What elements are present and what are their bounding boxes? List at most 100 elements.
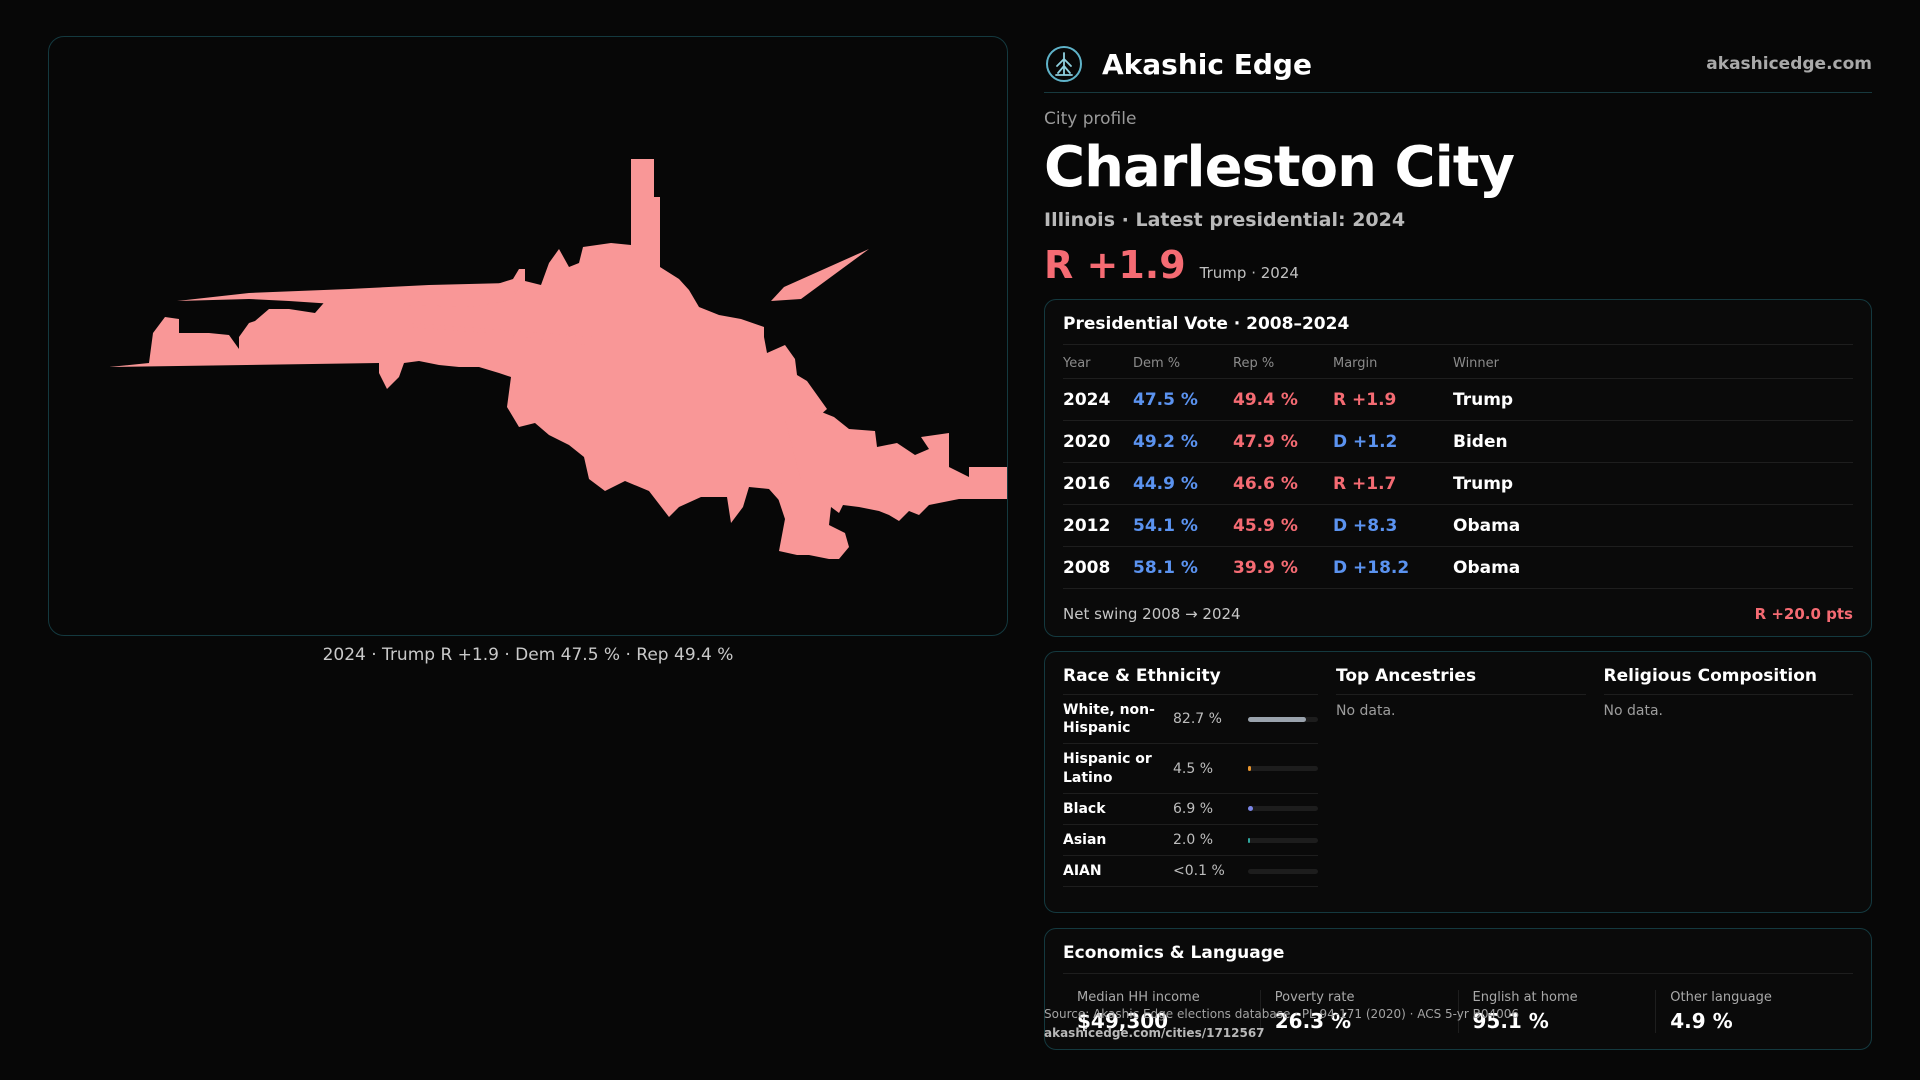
race-ethnicity-section: Race & Ethnicity White, non-Hispanic 82.… <box>1063 666 1318 898</box>
economics-card: Economics & Language Median HH income $4… <box>1044 928 1872 1050</box>
econ-value: 26.3 % <box>1274 1009 1352 1033</box>
list-item: AIAN <0.1 % <box>1063 856 1318 888</box>
row-year: 2020 <box>1063 431 1111 452</box>
row-winner: Trump <box>1453 389 1514 410</box>
econ-value: 4.9 % <box>1670 1009 1733 1033</box>
city-boundary-map <box>109 159 1007 559</box>
brand-name[interactable]: Akashic Edge <box>1102 47 1312 81</box>
row-dem: 49.2 % <box>1133 431 1198 452</box>
row-rep: 47.9 % <box>1233 431 1298 452</box>
row-year: 2016 <box>1063 473 1111 494</box>
vote-table-header: Year Dem % Rep % Margin Winner <box>1063 349 1853 379</box>
col-year: Year <box>1063 356 1091 371</box>
religion-empty: No data. <box>1603 703 1663 719</box>
row-margin: D +8.3 <box>1333 515 1398 536</box>
row-winner: Trump <box>1453 473 1514 494</box>
col-rep: Rep % <box>1233 356 1275 371</box>
source-footer: Source: Akashic Edge elections database … <box>1044 1005 1872 1042</box>
race-bar <box>1248 716 1318 722</box>
net-swing-row: Net swing 2008 → 2024 R +20.0 pts <box>1063 605 1853 623</box>
source-url[interactable]: akashicedge.com/cities/1712567 <box>1044 1025 1265 1040</box>
row-margin: R +1.7 <box>1333 473 1397 494</box>
row-winner: Biden <box>1453 431 1508 452</box>
row-year: 2024 <box>1063 389 1111 410</box>
row-year: 2008 <box>1063 557 1111 578</box>
row-margin: R +1.9 <box>1333 389 1397 410</box>
econ-label: Poverty rate <box>1274 990 1355 1005</box>
race-title: Race & Ethnicity <box>1063 666 1318 695</box>
table-row[interactable]: 2020 49.2 % 47.9 % D +1.2 Biden <box>1063 421 1853 463</box>
row-rep: 45.9 % <box>1233 515 1298 536</box>
vote-table: Year Dem % Rep % Margin Winner 2024 47.5… <box>1063 349 1853 589</box>
race-bar-fill <box>1248 837 1250 843</box>
race-bar-fill <box>1248 766 1252 772</box>
religion-section: Religious Composition No data. <box>1603 666 1853 898</box>
city-map[interactable] <box>48 36 1008 636</box>
city-boundary-shape <box>109 159 1007 559</box>
economics-grid: Median HH income $49,300 Poverty rate 26… <box>1063 990 1853 1033</box>
row-dem: 47.5 % <box>1133 389 1198 410</box>
tree-emblem-icon[interactable] <box>1044 44 1084 84</box>
econ-stat: English at home 95.1 % <box>1457 990 1656 1033</box>
row-rep: 39.9 % <box>1233 557 1298 578</box>
list-item: Hispanic or Latino 4.5 % <box>1063 744 1318 794</box>
col-winner: Winner <box>1453 356 1500 371</box>
race-pct: 6.9 % <box>1173 800 1214 817</box>
race-label: Hispanic or Latino <box>1063 751 1152 786</box>
race-label: AIAN <box>1063 863 1102 880</box>
row-rep: 49.4 % <box>1233 389 1298 410</box>
table-row[interactable]: 2024 47.5 % 49.4 % R +1.9 Trump <box>1063 379 1853 421</box>
demographics-card: Race & Ethnicity White, non-Hispanic 82.… <box>1044 651 1872 913</box>
econ-value: $49,300 <box>1077 1009 1169 1033</box>
net-swing-label: Net swing 2008 → 2024 <box>1063 605 1241 623</box>
ancestries-empty: No data. <box>1336 703 1396 719</box>
race-pct: <0.1 % <box>1173 863 1225 880</box>
list-item: White, non-Hispanic 82.7 % <box>1063 695 1318 745</box>
race-bar <box>1248 868 1318 874</box>
race-bar <box>1248 766 1318 772</box>
race-list: White, non-Hispanic 82.7 % Hispanic or L… <box>1063 695 1318 888</box>
ancestries-section: Top Ancestries No data. <box>1336 666 1586 898</box>
brand-url[interactable]: akashicedge.com <box>1706 54 1872 74</box>
row-margin: D +18.2 <box>1333 557 1410 578</box>
race-pct: 82.7 % <box>1173 711 1222 728</box>
econ-stat: Other language 4.9 % <box>1655 990 1853 1033</box>
race-label: Black <box>1063 800 1106 817</box>
page-kicker: City profile <box>1044 109 1137 129</box>
religion-title: Religious Composition <box>1603 666 1853 695</box>
profile-header: Akashic Edge akashicedge.com City profil… <box>1044 36 1872 287</box>
row-dem: 44.9 % <box>1133 473 1198 494</box>
econ-stat: Poverty rate 26.3 % <box>1259 990 1458 1033</box>
row-dem: 58.1 % <box>1133 557 1198 578</box>
race-label: White, non-Hispanic <box>1063 702 1155 737</box>
brand-bar: Akashic Edge akashicedge.com <box>1044 36 1872 93</box>
map-caption: 2024 · Trump R +1.9 · Dem 47.5 % · Rep 4… <box>322 645 734 665</box>
race-label: Asian <box>1063 831 1107 848</box>
row-rep: 46.6 % <box>1233 473 1298 494</box>
econ-label: Other language <box>1670 990 1772 1005</box>
vote-card-title: Presidential Vote · 2008–2024 <box>1063 314 1853 345</box>
race-bar <box>1248 837 1318 843</box>
lead-summary: R +1.9 Trump · 2024 <box>1044 243 1872 287</box>
econ-label: English at home <box>1472 990 1578 1005</box>
race-bar-fill <box>1248 806 1253 812</box>
econ-label: Median HH income <box>1077 990 1200 1005</box>
economics-title: Economics & Language <box>1063 943 1853 974</box>
race-bar-fill <box>1248 716 1306 722</box>
row-winner: Obama <box>1453 557 1521 578</box>
table-row[interactable]: 2012 54.1 % 45.9 % D +8.3 Obama <box>1063 505 1853 547</box>
net-swing-value: R +20.0 pts <box>1754 605 1853 623</box>
table-row[interactable]: 2016 44.9 % 46.6 % R +1.7 Trump <box>1063 463 1853 505</box>
row-year: 2012 <box>1063 515 1111 536</box>
race-pct: 4.5 % <box>1173 760 1214 777</box>
race-pct: 2.0 % <box>1173 832 1214 849</box>
econ-stat: Median HH income $49,300 <box>1063 990 1260 1033</box>
presidential-vote-card: Presidential Vote · 2008–2024 Year Dem %… <box>1044 299 1872 637</box>
source-text: Source: Akashic Edge elections database … <box>1044 1007 1520 1021</box>
list-item: Asian 2.0 % <box>1063 825 1318 857</box>
row-dem: 54.1 % <box>1133 515 1198 536</box>
race-bar <box>1248 806 1318 812</box>
col-margin: Margin <box>1333 356 1378 371</box>
table-row[interactable]: 2008 58.1 % 39.9 % D +18.2 Obama <box>1063 547 1853 589</box>
list-item: Black 6.9 % <box>1063 794 1318 825</box>
